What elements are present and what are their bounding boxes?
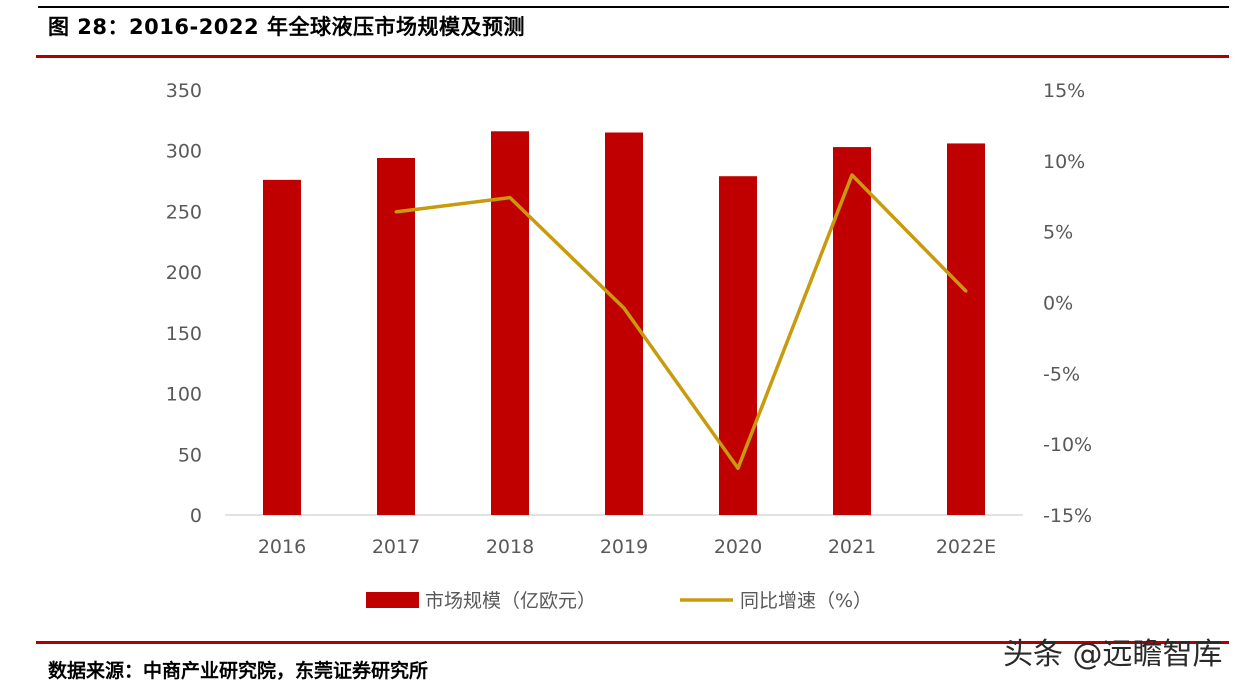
right-tick-label: -15% — [1043, 505, 1092, 527]
left-tick-label: 150 — [166, 323, 202, 345]
left-tick-label: 50 — [178, 444, 202, 466]
left-tick-label: 250 — [166, 201, 202, 223]
growth-point — [622, 306, 626, 310]
figure-title: 图 28：2016-2022 年全球液压市场规模及预测 — [48, 15, 525, 39]
right-tick-label: 15% — [1043, 80, 1085, 102]
right-tick-label: 10% — [1043, 151, 1085, 173]
bottom-rule — [36, 641, 1229, 644]
bar — [377, 158, 415, 515]
legend: 市场规模（亿欧元） 同比增速（%） — [366, 590, 872, 612]
left-axis: 0 50 100 150 200 250 300 350 — [166, 80, 202, 527]
watermark: 头条 @远瞻智库 — [1003, 637, 1223, 672]
chart: 0 50 100 150 200 250 300 350 -15% -10% -5% 0% 5% 10%… — [166, 80, 1092, 612]
right-tick-label: -5% — [1043, 363, 1080, 385]
category-label: 2021 — [828, 536, 876, 558]
growth-point — [508, 196, 512, 200]
right-tick-label: -10% — [1043, 434, 1092, 456]
legend-bar-label: 市场规模（亿欧元） — [425, 590, 596, 612]
left-tick-label: 0 — [190, 505, 202, 527]
bar-series — [263, 131, 985, 516]
source-note: 数据来源：中商产业研究院，东莞证券研究所 — [48, 660, 429, 682]
left-tick-label: 100 — [166, 384, 202, 406]
category-label: 2022E — [936, 536, 996, 558]
growth-point — [964, 289, 968, 293]
growth-point — [736, 466, 740, 470]
legend-line-label: 同比增速（%） — [740, 590, 872, 612]
bar — [491, 131, 529, 516]
growth-line — [395, 173, 968, 470]
left-tick-label: 350 — [166, 80, 202, 102]
right-tick-label: 0% — [1043, 293, 1073, 315]
bar — [263, 179, 301, 515]
left-tick-label: 300 — [166, 141, 202, 163]
bar — [947, 143, 985, 515]
category-label: 2018 — [486, 536, 534, 558]
top-rule — [38, 6, 1229, 8]
left-tick-label: 200 — [166, 262, 202, 284]
category-label: 2020 — [714, 536, 762, 558]
bar — [605, 132, 643, 515]
right-axis: -15% -10% -5% 0% 5% 10% 15% — [1043, 80, 1092, 527]
category-label: 2017 — [372, 536, 420, 558]
category-label: 2016 — [258, 536, 306, 558]
title-rule — [36, 55, 1229, 58]
right-tick-label: 5% — [1043, 222, 1073, 244]
bar — [833, 147, 871, 516]
growth-point — [394, 210, 398, 214]
line-series — [394, 173, 968, 470]
legend-bar-swatch — [366, 592, 419, 608]
growth-point — [850, 173, 854, 177]
category-label: 2019 — [600, 536, 648, 558]
x-axis: 2016 2017 2018 2019 2020 2021 2022E — [258, 536, 996, 558]
bar — [719, 176, 757, 515]
